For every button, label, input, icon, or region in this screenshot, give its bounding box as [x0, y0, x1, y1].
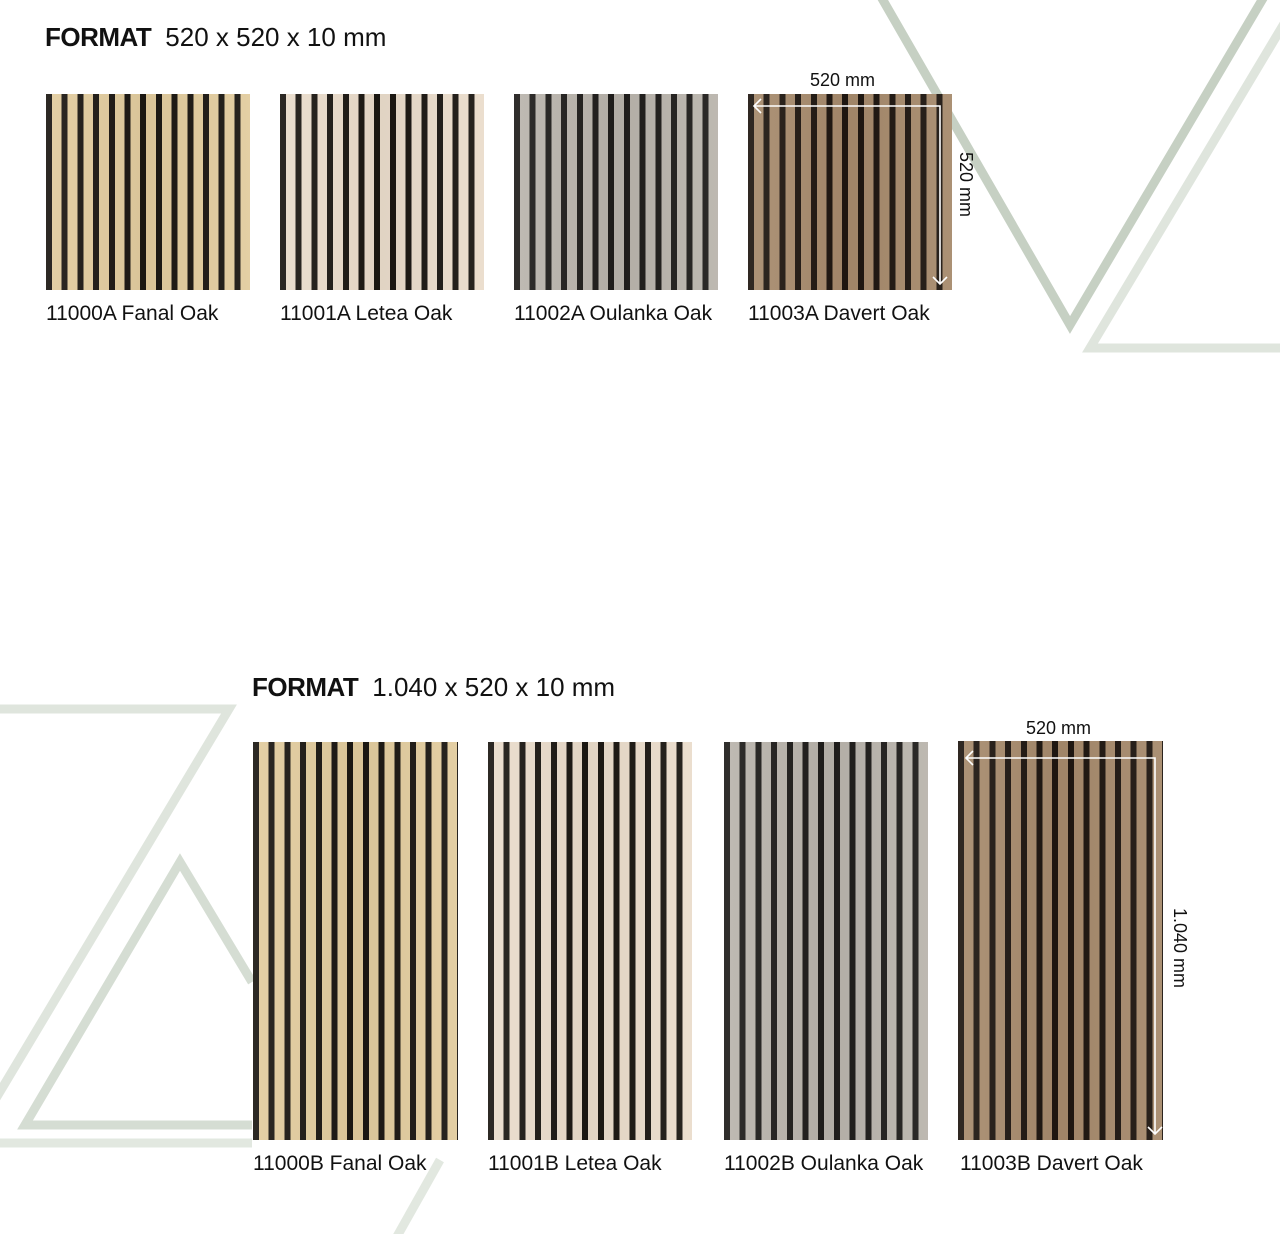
product-swatch[interactable] [724, 742, 928, 1140]
product-swatch[interactable] [748, 94, 952, 290]
format-size: 520 x 520 x 10 mm [165, 22, 387, 52]
product-name: 11000A Fanal Oak [46, 302, 219, 325]
width-dimension-label: 520 mm [1026, 718, 1092, 738]
slat-texture [958, 741, 1163, 1140]
format-label: FORMAT [45, 22, 152, 52]
slat-texture [488, 742, 692, 1140]
format-heading: FORMAT 1.040 x 520 x 10 mm [252, 672, 615, 703]
height-dimension-label: 520 mm [956, 152, 976, 218]
dimension-arrows [964, 750, 1163, 1136]
slat-texture [280, 94, 484, 290]
product-swatch[interactable] [46, 94, 250, 290]
format-size: 1.040 x 520 x 10 mm [372, 672, 616, 702]
product-swatch[interactable] [280, 94, 484, 290]
slat-texture [253, 742, 458, 1140]
product-name: 11002A Oulanka Oak [514, 302, 713, 325]
product-name: 11000B Fanal Oak [253, 1152, 427, 1175]
height-dimension-label: 1.040 mm [1170, 908, 1190, 989]
dimension-arrows [752, 98, 948, 286]
width-dimension-label: 520 mm [810, 70, 876, 90]
slat-texture [514, 94, 718, 290]
product-name: 11003B Davert Oak [960, 1152, 1143, 1175]
product-swatch[interactable] [488, 742, 692, 1140]
format-heading: FORMAT 520 x 520 x 10 mm [45, 22, 386, 53]
product-swatch[interactable] [958, 741, 1163, 1140]
product-name: 11001B Letea Oak [488, 1152, 662, 1175]
slat-texture [46, 94, 250, 290]
product-swatch[interactable] [253, 742, 458, 1140]
slat-texture [748, 94, 952, 290]
product-swatch[interactable] [514, 94, 718, 290]
product-name: 11003A Davert Oak [748, 302, 930, 325]
product-name: 11002B Oulanka Oak [724, 1152, 924, 1175]
format-label: FORMAT [252, 672, 359, 702]
slat-texture [724, 742, 928, 1140]
product-name: 11001A Letea Oak [280, 302, 453, 325]
